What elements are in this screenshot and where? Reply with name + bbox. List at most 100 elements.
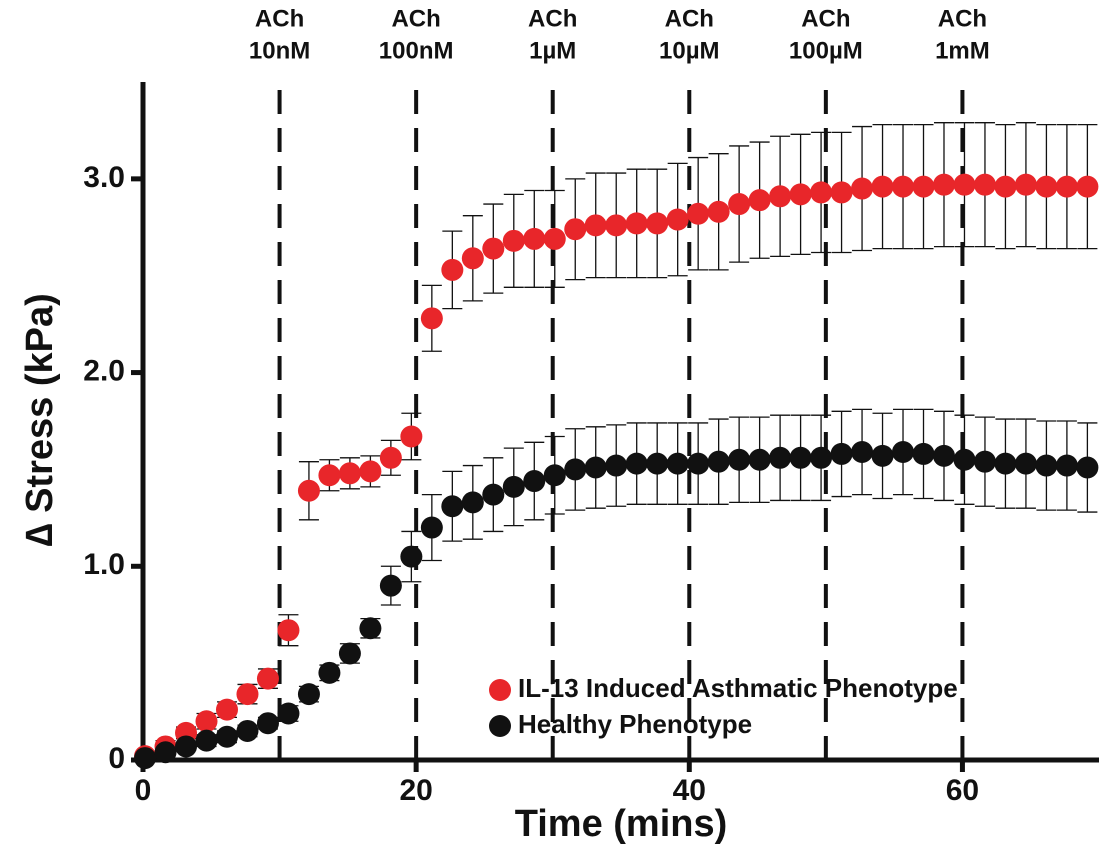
data-point	[973, 450, 996, 473]
data-point	[605, 214, 628, 237]
data-point	[400, 545, 423, 568]
y-tick-label: 1.0	[83, 548, 125, 581]
data-point	[195, 710, 218, 733]
data-point	[994, 175, 1017, 198]
data-point	[441, 258, 464, 281]
data-point	[625, 212, 648, 235]
data-point	[379, 574, 402, 597]
data-point	[400, 425, 423, 448]
data-point	[871, 175, 894, 198]
data-point	[420, 516, 443, 539]
annotation-label: ACh	[528, 5, 577, 32]
data-point	[256, 667, 279, 690]
data-point	[687, 202, 710, 225]
data-point	[769, 185, 792, 208]
data-point	[687, 452, 710, 475]
data-point	[1014, 173, 1037, 196]
data-point	[1076, 175, 1099, 198]
annotation-label: ACh	[665, 5, 714, 32]
legend-marker	[489, 715, 511, 737]
data-point	[646, 452, 669, 475]
data-point	[932, 173, 955, 196]
data-point	[461, 491, 484, 514]
data-point	[707, 200, 730, 223]
data-point	[420, 307, 443, 330]
data-point	[851, 177, 874, 200]
data-point	[892, 440, 915, 463]
data-point	[953, 173, 976, 196]
data-point	[359, 460, 382, 483]
x-tick-label: 20	[399, 774, 432, 807]
data-point	[830, 181, 853, 204]
data-point	[830, 442, 853, 465]
data-point	[523, 470, 546, 493]
y-axis-label: ∆ Stress (kPa)	[19, 293, 61, 546]
data-point	[1035, 454, 1058, 477]
annotation-label: 1mM	[935, 37, 990, 64]
data-point	[973, 173, 996, 196]
data-point	[912, 442, 935, 465]
data-point	[932, 444, 955, 467]
annotation-label: ACh	[255, 5, 304, 32]
data-point	[1055, 175, 1078, 198]
data-point	[318, 464, 341, 487]
data-point	[912, 175, 935, 198]
annotation-label: 1µM	[529, 37, 576, 64]
data-point	[297, 479, 320, 502]
data-point	[1055, 454, 1078, 477]
x-tick-label: 0	[135, 774, 152, 807]
data-point	[318, 661, 341, 684]
data-point	[851, 440, 874, 463]
data-point	[564, 218, 587, 241]
data-point	[154, 741, 177, 764]
data-point	[195, 729, 218, 752]
data-point	[215, 698, 238, 721]
data-point	[810, 446, 833, 469]
legend-marker	[489, 679, 511, 701]
data-point	[379, 446, 402, 469]
data-point	[666, 452, 689, 475]
data-point	[441, 495, 464, 518]
data-point	[769, 446, 792, 469]
data-point	[564, 458, 587, 481]
data-point	[236, 719, 259, 742]
annotation-label: ACh	[801, 5, 850, 32]
data-point	[584, 214, 607, 237]
y-tick-label: 3.0	[83, 161, 125, 194]
data-point	[810, 181, 833, 204]
data-point	[1076, 456, 1099, 479]
legend-label: Healthy Phenotype	[518, 709, 752, 739]
data-point	[482, 237, 505, 260]
data-point	[277, 702, 300, 725]
data-point	[748, 189, 771, 212]
data-point	[461, 247, 484, 270]
data-point	[953, 448, 976, 471]
data-point	[646, 212, 669, 235]
data-point	[892, 175, 915, 198]
x-tick-label: 40	[673, 774, 706, 807]
data-point	[789, 183, 812, 206]
legend-label: IL-13 Induced Asthmatic Phenotype	[518, 673, 958, 703]
data-point	[256, 712, 279, 735]
data-point	[625, 452, 648, 475]
data-point	[236, 683, 259, 706]
y-tick-label: 2.0	[83, 354, 125, 387]
data-point	[871, 444, 894, 467]
data-point	[338, 462, 361, 485]
data-point	[543, 464, 566, 487]
data-point	[1035, 175, 1058, 198]
data-point	[666, 208, 689, 231]
data-point	[605, 454, 628, 477]
annotation-label: 10nM	[249, 37, 310, 64]
data-point	[482, 483, 505, 506]
data-point	[728, 193, 751, 216]
data-point	[748, 448, 771, 471]
data-point	[789, 446, 812, 469]
data-point	[215, 725, 238, 748]
data-point	[543, 227, 566, 250]
data-point	[523, 227, 546, 250]
annotation-label: 10µM	[659, 37, 720, 64]
annotation-label: ACh	[938, 5, 987, 32]
data-point	[584, 456, 607, 479]
